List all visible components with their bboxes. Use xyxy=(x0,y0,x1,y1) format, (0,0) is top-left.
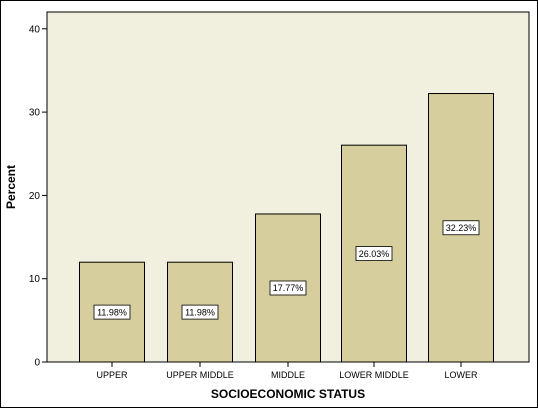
x-tick-label: LOWER xyxy=(444,370,478,380)
y-axis: 0 10 20 30 40 xyxy=(29,24,47,369)
x-tick-label: MIDDLE xyxy=(271,370,305,380)
x-axis: UPPER UPPER MIDDLE MIDDLE LOWER MIDDLE LOWER xyxy=(96,362,478,380)
data-label: 17.77% xyxy=(273,283,304,293)
data-label-box xyxy=(181,304,219,320)
data-label: 26.03% xyxy=(359,249,390,259)
x-tick-label: LOWER MIDDLE xyxy=(339,370,409,380)
y-tick-label: 20 xyxy=(29,191,41,202)
y-tick-label: 30 xyxy=(29,108,41,119)
data-label-box xyxy=(93,304,131,320)
y-tick-label: 10 xyxy=(29,274,41,285)
data-label-box xyxy=(442,220,480,236)
x-tick-label: UPPER xyxy=(96,370,128,380)
data-label-box xyxy=(269,280,307,296)
x-tick-label: UPPER MIDDLE xyxy=(166,370,234,380)
data-label: 11.98% xyxy=(97,307,127,317)
y-tick-label: 0 xyxy=(34,358,40,369)
data-label: 32.23% xyxy=(446,223,477,233)
y-axis-title: Percent xyxy=(4,165,18,209)
data-label-box xyxy=(355,246,393,261)
y-tick-label: 40 xyxy=(29,24,41,35)
bars-layer: 11.98% 11.98% 17.77% 26.03% 32.23% xyxy=(79,93,494,363)
x-axis-title: SOCIOECONOMIC STATUS xyxy=(211,387,365,401)
data-label: 11.98% xyxy=(185,307,215,317)
